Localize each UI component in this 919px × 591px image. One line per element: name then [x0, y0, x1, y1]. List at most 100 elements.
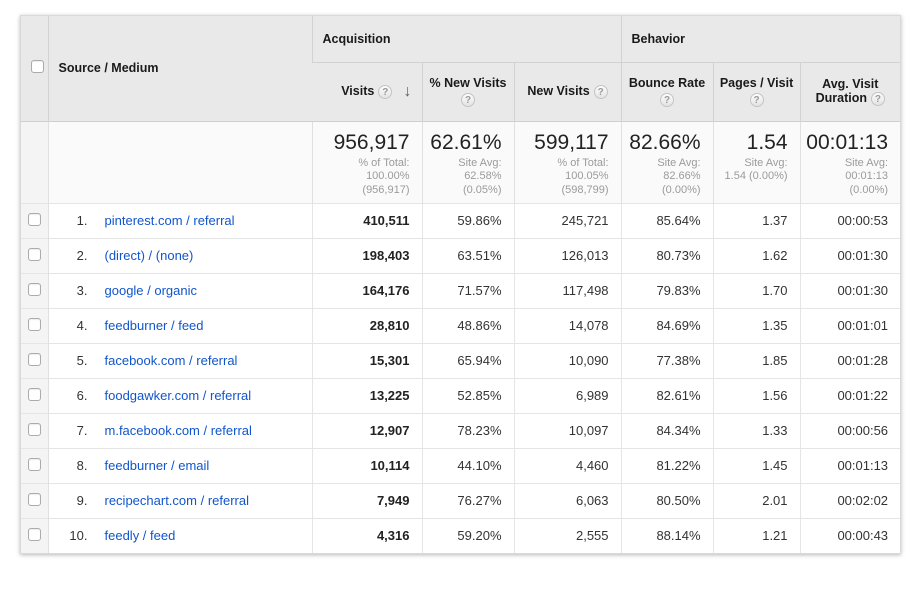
pages-visit-cell: 1.45	[712, 447, 801, 483]
bounce-rate-cell: 85.64%	[620, 202, 714, 238]
summary-avg-duration: 00:01:13 Site Avg: 00:01:13 (0.00%)	[799, 120, 901, 203]
row-rank: 5.	[76, 353, 88, 368]
header-group-row: Source / Medium Acquisition Behavior	[21, 16, 901, 121]
row-rank: 2.	[76, 248, 88, 263]
new-visits-cell: 6,063	[513, 482, 622, 518]
source-medium-link[interactable]: (direct) / (none)	[104, 248, 194, 263]
summary-new-visits: 599,117 % of Total: 100.05% (598,799)	[513, 120, 622, 203]
avg-duration-cell: 00:01:30	[799, 272, 901, 308]
table-row: 8. feedburner / email 10,114 44.10% 4,460…	[21, 447, 901, 483]
row-checkbox[interactable]	[27, 527, 41, 541]
row-checkbox[interactable]	[27, 352, 41, 366]
summary-empty-cell	[47, 120, 312, 203]
summary-pages-visit-value: 1.54	[746, 130, 788, 154]
pct-new-visits-cell: 52.85%	[421, 377, 514, 413]
column-header-avg-visit-duration[interactable]: Avg. Visit Duration?	[799, 61, 901, 121]
avg-duration-cell: 00:01:30	[799, 237, 901, 273]
group-header-acquisition: Acquisition	[311, 16, 622, 62]
table-row: 5. facebook.com / referral 15,301 65.94% …	[21, 342, 901, 378]
pages-visit-cell: 1.62	[712, 237, 801, 273]
bounce-rate-cell: 88.14%	[620, 517, 714, 553]
row-checkbox[interactable]	[27, 457, 41, 471]
row-rank: 7.	[76, 423, 88, 438]
source-medium-link[interactable]: pinterest.com / referral	[104, 213, 235, 228]
pages-visit-cell: 2.01	[712, 482, 801, 518]
source-medium-link[interactable]: recipechart.com / referral	[104, 493, 250, 508]
row-rank: 3.	[76, 283, 88, 298]
analytics-table-card: Source / Medium Acquisition Behavior Vis…	[20, 15, 901, 554]
bounce-rate-cell: 84.34%	[620, 412, 714, 448]
row-checkbox[interactable]	[27, 317, 41, 331]
header-column-row: Visits? ↓ % New Visits ? New Visits? Bou…	[21, 61, 901, 121]
pct-new-visits-label: % New Visits	[429, 76, 507, 90]
source-medium-link[interactable]: feedburner / feed	[104, 318, 204, 333]
table-row: 9. recipechart.com / referral 7,949 76.27…	[21, 482, 901, 518]
pages-visit-cell: 1.70	[712, 272, 801, 308]
pages-visit-cell: 1.35	[712, 307, 801, 343]
help-icon[interactable]: ?	[593, 84, 608, 99]
help-icon[interactable]: ?	[749, 93, 764, 107]
avg-duration-cell: 00:01:01	[799, 307, 901, 343]
pct-new-visits-cell: 76.27%	[421, 482, 514, 518]
pct-new-visits-cell: 71.57%	[421, 272, 514, 308]
column-header-pct-new-visits[interactable]: % New Visits ?	[421, 61, 514, 121]
row-rank: 10.	[69, 528, 88, 544]
row-checkbox[interactable]	[27, 282, 41, 296]
column-header-visits[interactable]: Visits? ↓	[312, 61, 422, 121]
row-rank: 8.	[76, 458, 88, 473]
new-visits-cell: 126,013	[513, 237, 622, 273]
help-icon[interactable]: ?	[870, 91, 885, 106]
visits-cell: 15,301	[311, 342, 422, 378]
pages-visit-label: Pages / Visit	[719, 76, 794, 90]
visits-cell: 7,949	[311, 482, 422, 518]
summary-pct-new-visits: 62.61% Site Avg: 62.58% (0.05%)	[421, 120, 514, 203]
help-icon[interactable]: ?	[378, 84, 393, 99]
row-checkbox[interactable]	[27, 422, 41, 436]
new-visits-cell: 2,555	[513, 517, 622, 553]
summary-bounce-rate: 82.66% Site Avg: 82.66% (0.00%)	[620, 120, 714, 203]
table-row: 4. feedburner / feed 28,810 48.86% 14,078…	[21, 307, 901, 343]
bounce-rate-label: Bounce Rate	[628, 76, 706, 90]
select-all-checkbox[interactable]	[31, 60, 44, 74]
pages-visit-cell: 1.21	[712, 517, 801, 553]
row-rank: 6.	[76, 388, 88, 403]
column-header-new-visits[interactable]: New Visits?	[513, 61, 622, 121]
avg-duration-cell: 00:00:56	[799, 412, 901, 448]
table-row: 7. m.facebook.com / referral 12,907 78.23…	[21, 412, 901, 448]
summary-pct-new-visits-value: 62.61%	[430, 130, 502, 154]
row-checkbox[interactable]	[27, 247, 41, 261]
avg-visit-duration-label-line2: Duration	[815, 91, 867, 106]
source-medium-link[interactable]: m.facebook.com / referral	[104, 423, 252, 438]
source-medium-link[interactable]: facebook.com / referral	[104, 353, 238, 368]
visits-cell: 28,810	[311, 307, 422, 343]
table-row: 2. (direct) / (none) 198,403 63.51% 126,0…	[21, 237, 901, 273]
source-medium-link[interactable]: google / organic	[104, 283, 198, 298]
visits-cell: 12,907	[311, 412, 422, 448]
row-checkbox[interactable]	[27, 212, 41, 226]
avg-duration-cell: 00:01:28	[799, 342, 901, 378]
source-medium-link[interactable]: foodgawker.com / referral	[104, 388, 252, 403]
source-medium-link[interactable]: feedburner / email	[104, 458, 210, 473]
avg-duration-cell: 00:02:02	[799, 482, 901, 518]
new-visits-cell: 245,721	[513, 202, 622, 238]
help-icon[interactable]: ?	[660, 93, 675, 107]
sort-descending-icon[interactable]: ↓	[403, 82, 412, 100]
table-row: 1. pinterest.com / referral 410,511 59.86…	[21, 202, 901, 238]
table-row: 10. feedly / feed 4,316 59.20% 2,555 88.1…	[21, 517, 901, 553]
row-checkbox[interactable]	[27, 387, 41, 401]
row-rank: 4.	[76, 318, 88, 333]
pct-new-visits-cell: 44.10%	[421, 447, 514, 483]
summary-row: 956,917 % of Total: 100.00% (956,917) 62.6…	[21, 120, 901, 203]
new-visits-label: New Visits	[527, 84, 590, 99]
bounce-rate-cell: 79.83%	[620, 272, 714, 308]
row-checkbox[interactable]	[27, 492, 41, 506]
pct-new-visits-cell: 59.86%	[421, 202, 514, 238]
source-medium-link[interactable]: feedly / feed	[104, 528, 176, 544]
summary-empty-cell	[21, 120, 48, 203]
bounce-rate-cell: 81.22%	[620, 447, 714, 483]
new-visits-cell: 10,090	[513, 342, 622, 378]
column-header-source-medium[interactable]: Source / Medium	[47, 16, 312, 121]
help-icon[interactable]: ?	[461, 93, 475, 107]
column-header-bounce-rate[interactable]: Bounce Rate ?	[620, 61, 714, 121]
column-header-pages-visit[interactable]: Pages / Visit ?	[712, 61, 801, 121]
